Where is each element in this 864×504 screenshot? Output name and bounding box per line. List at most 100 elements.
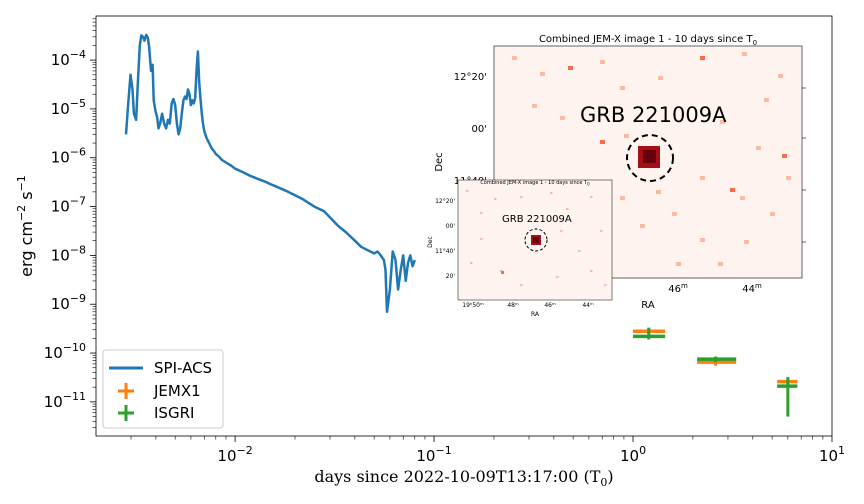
noise-pixel [480, 212, 483, 214]
errorbar-isgri [777, 377, 798, 417]
legend-label-isgri: ISGRI [154, 404, 194, 422]
y-tick-label: 10−9 [51, 292, 86, 313]
y-tick-label: 10−10 [44, 341, 86, 362]
inset-large-xtick: 46m [668, 282, 688, 295]
legend-plus-jemx1 [118, 383, 134, 399]
noise-pixel [764, 98, 769, 102]
noise-pixel [590, 270, 593, 272]
noise-pixel [700, 176, 705, 180]
noise-pixel [718, 262, 723, 266]
y-tick-label: 10−7 [51, 195, 86, 216]
x-tick-label: 100 [620, 444, 646, 465]
noise-pixel [744, 240, 749, 244]
inset-small-source-label: GRB 221009A [502, 214, 572, 225]
inset-small-ytick: 20' [446, 273, 456, 280]
noise-pixel [550, 192, 553, 194]
noise-pixel [672, 212, 677, 216]
inset-small-xtick: 44ᵐ [582, 302, 594, 309]
x-axis-label: days since 2022-10-09T13:17:00 (T0) [314, 467, 613, 489]
inset-small-source-circle [524, 228, 548, 252]
inset-small-title: Combined JEM-X image 1 - 10 days since T… [480, 180, 590, 187]
series-line-spi-acs [124, 33, 416, 314]
noise-pixel [640, 224, 645, 228]
inset-large-title: Combined JEM-X image 1 - 10 days since T… [539, 34, 757, 47]
inset-large-ytick: 00' [472, 124, 487, 135]
errorbar-isgri [697, 356, 737, 363]
inset-large-pixels [512, 52, 791, 266]
series-layer [124, 33, 798, 417]
noise-pixel [512, 56, 517, 60]
inset-large-source-circle [626, 134, 674, 182]
inset-large-y-label: Dec [434, 152, 445, 171]
y-tick-label: 10−6 [51, 146, 86, 167]
legend-label-jemx1: JEMX1 [153, 382, 201, 400]
noise-pixel [656, 190, 661, 194]
inset-small-x-label: RA [531, 311, 540, 318]
noise-pixel [770, 212, 775, 216]
noise-pixel [532, 104, 537, 108]
noise-pixel [560, 230, 563, 232]
inset-large-ytick: 12°20' [454, 72, 487, 83]
axis-ticks: 10−2 10−1 100 101 10−11 10−10 10−9 10−8 10−7 10−6… [44, 18, 845, 465]
noise-pixel [786, 176, 791, 180]
inset-small-ytick: 00' [446, 223, 456, 230]
noise-pixel [700, 238, 705, 242]
inset-small-xtick: 48ᵐ [507, 302, 519, 309]
noise-pixel [566, 208, 569, 210]
noise-pixel [494, 198, 497, 200]
y-tick-label: 10−5 [51, 97, 86, 118]
source-core [643, 150, 656, 163]
noise-pixel [756, 146, 761, 150]
noise-pixel [730, 188, 735, 192]
legend: SPI-ACS JEMX1 ISGRI [102, 349, 224, 429]
noise-pixel [700, 56, 705, 60]
noise-pixel [740, 196, 745, 200]
noise-pixel [676, 262, 681, 266]
noise-pixel [742, 52, 747, 56]
noise-pixel [600, 230, 603, 232]
inset-large-xtick: 44m [742, 282, 762, 295]
inset-small-y-label: Dec [427, 236, 434, 248]
inset-small-xtick: 46ᵐ [544, 302, 556, 309]
inset-small-xtick: 19ʰ50ᵐ [462, 302, 484, 309]
noise-pixel [600, 140, 605, 144]
noise-pixel [520, 196, 523, 198]
inset-small-ytick: 12°20' [435, 198, 455, 205]
noise-pixel [600, 60, 605, 64]
noise-pixel [578, 250, 581, 252]
inset-small-image: Combined JEM-X image 1 - 10 days since T… [427, 179, 613, 318]
noise-pixel [590, 196, 593, 198]
noise-pixel [556, 276, 559, 278]
y-axis-label: erg cm−2 s−1 [15, 175, 36, 277]
x-tick-label: 10−2 [217, 444, 252, 465]
noise-pixel [540, 72, 545, 76]
inset-large-x-label: RA [641, 300, 655, 311]
noise-pixel [560, 116, 565, 120]
y-tick-label: 10−4 [51, 48, 86, 69]
noise-pixel [620, 86, 625, 90]
noise-pixel [568, 66, 573, 70]
errorbar-isgri [633, 327, 666, 340]
noise-pixel [778, 74, 783, 78]
noise-pixel [470, 262, 473, 264]
noise-pixel [624, 134, 629, 138]
inset-small-ytick: 11°40' [435, 248, 455, 255]
x-tick-label: 101 [819, 444, 845, 465]
inset-large-source-label: GRB 221009A [580, 103, 727, 127]
y-tick-label: 10−8 [51, 243, 86, 264]
noise-pixel [520, 284, 523, 286]
noise-pixel [620, 196, 625, 200]
noise-pixel [720, 120, 725, 124]
noise-pixel [466, 190, 469, 192]
source-core [533, 237, 539, 243]
noise-pixel [480, 238, 483, 240]
inset-small-pixels [466, 190, 607, 286]
legend-label-spi-acs: SPI-ACS [154, 359, 212, 377]
noise-pixel [501, 271, 504, 274]
y-tick-label: 10−11 [44, 390, 86, 411]
noise-pixel [658, 76, 663, 80]
noise-pixel [782, 154, 787, 158]
noise-pixel [604, 284, 607, 286]
x-tick-label: 10−1 [416, 444, 451, 465]
